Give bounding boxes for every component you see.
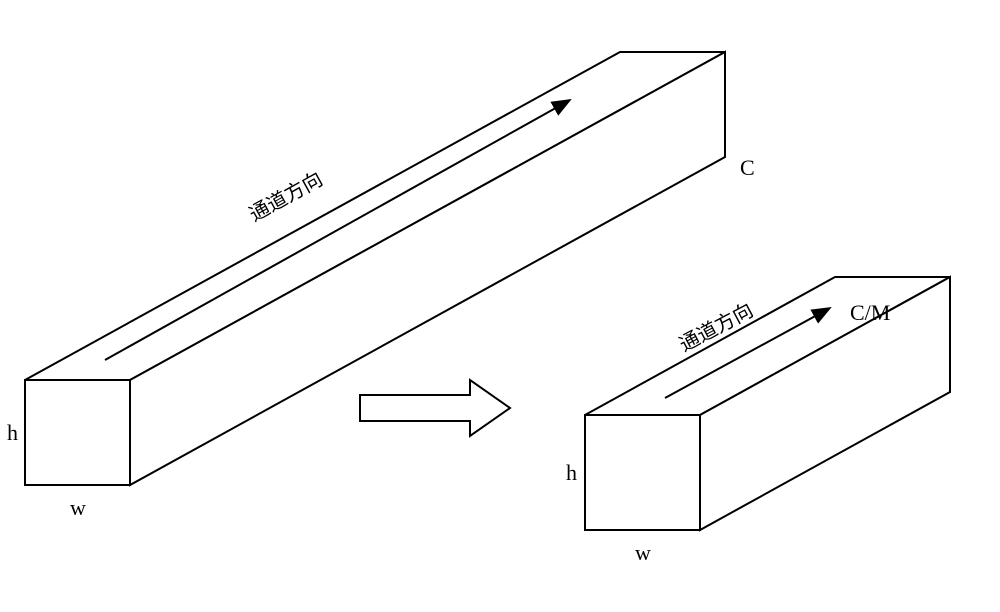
box2-w-label: w <box>635 540 651 566</box>
box1-h-label: h <box>7 420 18 446</box>
box2-CM-label: C/M <box>850 300 890 326</box>
box2-h-label: h <box>566 460 577 486</box>
box1-w-label: w <box>70 495 86 521</box>
flow-arrow-icon <box>360 380 510 436</box>
box1-C-label: C <box>740 155 755 181</box>
box2 <box>585 277 950 530</box>
